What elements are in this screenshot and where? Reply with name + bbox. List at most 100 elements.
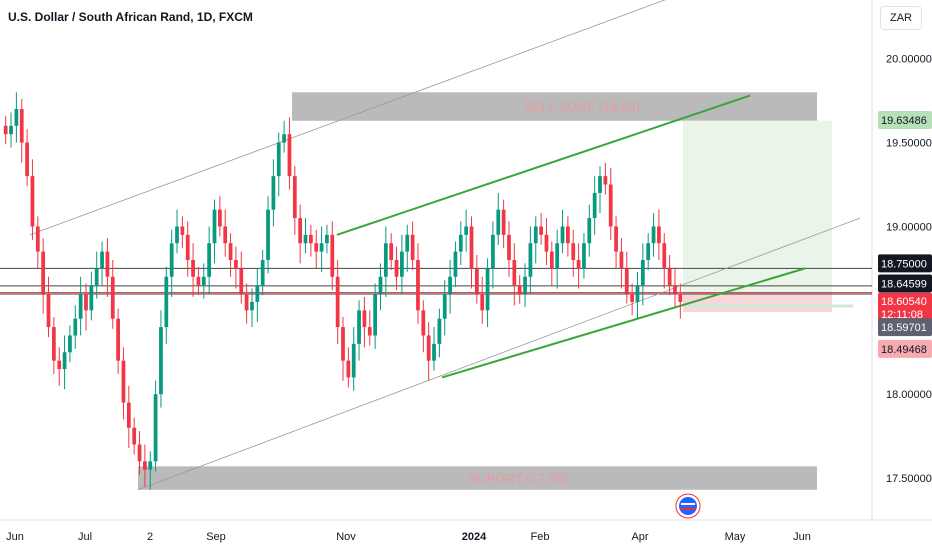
candle-body	[501, 209, 506, 235]
candle-body	[533, 226, 538, 244]
candle-body	[148, 461, 153, 470]
candle-body	[630, 293, 635, 302]
candle-body	[180, 226, 185, 235]
candle-body	[276, 142, 281, 177]
candle-body	[571, 243, 576, 260]
candle-body	[244, 293, 249, 311]
candle-body	[507, 234, 511, 260]
candle-body	[78, 293, 83, 319]
candle-body	[41, 251, 46, 294]
candle-body	[373, 293, 377, 336]
candle-body	[9, 125, 13, 135]
candle-body	[105, 251, 110, 277]
candle-body	[169, 243, 174, 277]
candle-body	[383, 243, 388, 277]
candle-body	[598, 176, 602, 193]
candle-body	[512, 260, 517, 286]
x-tick-label: Apr	[631, 531, 648, 543]
candle-body	[416, 260, 420, 311]
candle-body	[442, 293, 447, 319]
candle-body	[228, 243, 233, 260]
candle-body	[309, 234, 313, 244]
candle-body	[94, 268, 99, 286]
price-label-level-1: 18.75000	[881, 258, 927, 270]
y-tick-label: 18.00000	[886, 389, 932, 401]
flag-blue	[679, 497, 697, 515]
x-tick-label: 2024	[462, 531, 487, 543]
candle-body	[426, 335, 431, 361]
candle-body	[14, 109, 19, 126]
candle-body	[30, 176, 35, 227]
price-label-sell-zone-bg	[878, 110, 932, 129]
flag-stripe	[681, 508, 695, 510]
candle-body	[667, 268, 672, 286]
x-tick-label: Jul	[78, 531, 92, 543]
candle-body	[640, 260, 645, 286]
candle-body	[255, 285, 260, 302]
candle-body	[469, 226, 474, 269]
candle-body	[539, 226, 543, 235]
candle-body	[549, 251, 554, 269]
upper-channel-line	[29, 0, 666, 236]
x-tick-label: 2	[147, 531, 153, 543]
target-box	[683, 120, 832, 293]
candle-body	[555, 243, 560, 269]
candle-body	[266, 209, 270, 260]
candle-body	[474, 268, 479, 294]
candle-body	[292, 176, 297, 219]
candle-body	[137, 444, 142, 462]
candle-body	[453, 251, 458, 277]
currency-button[interactable]: ZAR	[880, 6, 922, 30]
price-label-level-1-bg	[878, 254, 932, 273]
candle-body	[517, 285, 522, 294]
candle-body	[62, 352, 67, 370]
candle-body	[89, 285, 94, 311]
candle-body	[57, 360, 62, 370]
entry-line-marker	[683, 304, 853, 308]
price-label-level-3: 18.59701	[881, 322, 927, 334]
candle-body	[153, 394, 158, 462]
candle-body	[223, 226, 228, 244]
candle-body	[196, 276, 201, 286]
candle-body	[35, 226, 40, 252]
candle-body	[346, 360, 351, 378]
candle-body	[100, 251, 104, 269]
support-zone-box	[138, 466, 817, 490]
lower-channel-line	[137, 217, 861, 491]
candle-body	[84, 293, 88, 311]
candle-body	[351, 343, 356, 378]
candle-body	[646, 243, 651, 260]
candle-body	[587, 218, 592, 244]
candle-body	[673, 285, 677, 294]
candle-body	[212, 209, 217, 244]
candle-body	[319, 243, 324, 252]
flag-stripe	[681, 503, 695, 505]
candle-body	[73, 318, 78, 336]
x-tick-label: Sep	[206, 531, 226, 543]
price-label-current: 18.60540	[881, 296, 927, 308]
x-tick-label: Feb	[531, 531, 550, 543]
candle-body	[46, 293, 51, 328]
candle-body	[678, 293, 683, 302]
candle-body	[239, 268, 244, 294]
current-price-bg	[878, 292, 932, 323]
candle-body	[271, 176, 276, 210]
candle-body	[250, 301, 254, 311]
candle-body	[207, 243, 212, 277]
candle-body	[341, 327, 345, 361]
candle-body	[68, 335, 72, 353]
candle-body	[458, 234, 463, 252]
candle-body	[657, 226, 661, 244]
candle-body	[298, 218, 303, 244]
price-label-sell-zone: 19.63486	[881, 115, 927, 127]
candle-body	[121, 360, 126, 403]
candle-body	[603, 176, 608, 185]
sell-zone-label: SELL ZONE (19.63)	[524, 100, 640, 115]
price-label-countdown: 12:11:08	[881, 309, 923, 321]
candle-body	[143, 461, 147, 470]
candle-body	[325, 234, 329, 244]
x-tick-label: Jun	[6, 531, 24, 543]
candle-body	[491, 234, 495, 269]
